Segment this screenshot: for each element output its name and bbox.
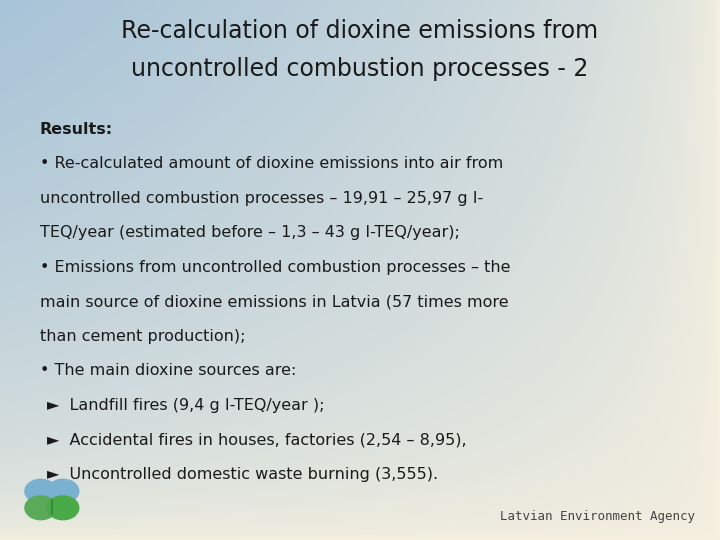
Text: Re-calculation of dioxine emissions from: Re-calculation of dioxine emissions from	[122, 19, 598, 43]
Text: • Emissions from uncontrolled combustion processes – the: • Emissions from uncontrolled combustion…	[40, 260, 510, 275]
Text: TEQ/year (estimated before – 1,3 – 43 g I-TEQ/year);: TEQ/year (estimated before – 1,3 – 43 g …	[40, 225, 459, 240]
Text: than cement production);: than cement production);	[40, 329, 245, 344]
Circle shape	[25, 496, 57, 519]
Text: uncontrolled combustion processes – 19,91 – 25,97 g I-: uncontrolled combustion processes – 19,9…	[40, 191, 483, 206]
Text: uncontrolled combustion processes - 2: uncontrolled combustion processes - 2	[131, 57, 589, 80]
Text: Latvian Environment Agency: Latvian Environment Agency	[500, 510, 695, 523]
Circle shape	[25, 480, 57, 503]
Text: main source of dioxine emissions in Latvia (57 times more: main source of dioxine emissions in Latv…	[40, 294, 508, 309]
Text: • Re-calculated amount of dioxine emissions into air from: • Re-calculated amount of dioxine emissi…	[40, 156, 503, 171]
Circle shape	[47, 496, 78, 519]
Text: ►  Accidental fires in houses, factories (2,54 – 8,95),: ► Accidental fires in houses, factories …	[47, 433, 467, 448]
Text: Results:: Results:	[40, 122, 113, 137]
Circle shape	[47, 480, 78, 503]
Text: ►  Uncontrolled domestic waste burning (3,555).: ► Uncontrolled domestic waste burning (3…	[47, 467, 438, 482]
Text: • The main dioxine sources are:: • The main dioxine sources are:	[40, 363, 296, 379]
Text: ►  Landfill fires (9,4 g I-TEQ/year );: ► Landfill fires (9,4 g I-TEQ/year );	[47, 398, 324, 413]
